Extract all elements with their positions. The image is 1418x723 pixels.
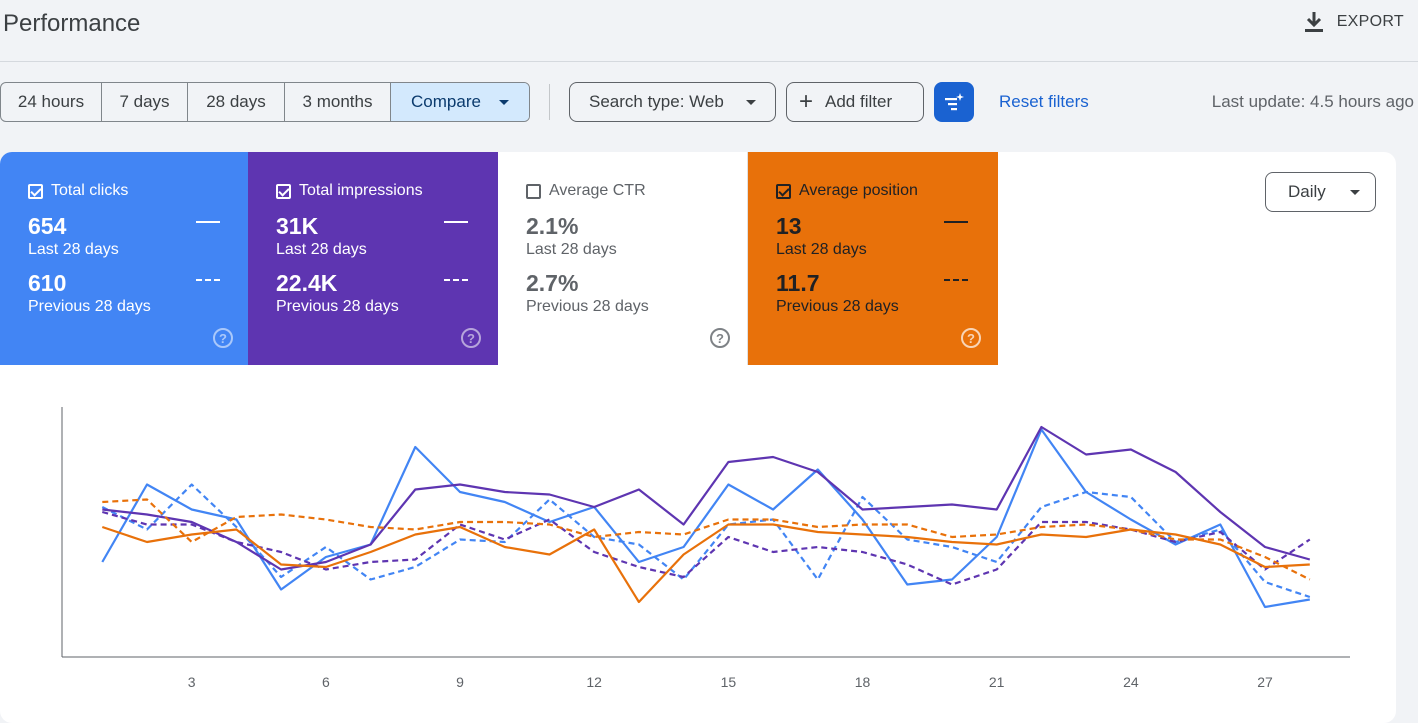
help-icon[interactable]: ? (961, 328, 981, 348)
help-icon[interactable]: ? (461, 328, 481, 348)
dashed-line-legend-icon (444, 279, 468, 281)
metric-current-label: Last 28 days (276, 241, 367, 258)
metric-previous-value: 610 (28, 270, 67, 296)
series-line-position_current (101, 523, 1310, 604)
chevron-down-icon (1349, 189, 1360, 195)
page-title: Performance (3, 10, 141, 37)
performance-line-chart: 3 6 9 12 15 18 21 24 27 (61, 407, 1350, 690)
metric-card-average-position[interactable]: Average position 13 Last 28 days 11.7 Pr… (748, 152, 998, 365)
x-tick-label: 21 (989, 674, 1005, 690)
checkbox-icon[interactable] (28, 183, 43, 199)
plus-icon: + (799, 88, 814, 115)
help-icon[interactable]: ? (710, 328, 730, 348)
compare-button[interactable]: Compare (391, 83, 529, 121)
metric-current-value: 31K (276, 213, 319, 239)
metric-card-total-impressions[interactable]: Total impressions 31K Last 28 days 22.4K… (248, 152, 498, 365)
metric-previous-label: Previous 28 days (526, 298, 649, 315)
x-tick-label: 3 (188, 674, 196, 690)
search-type-dropdown[interactable]: Search type: Web (569, 82, 776, 122)
header-divider (0, 61, 1418, 62)
metric-name: Average position (799, 182, 918, 199)
metric-current-value: 13 (776, 213, 802, 239)
metric-current-label: Last 28 days (28, 241, 119, 258)
metric-previous-value: 11.7 (776, 270, 820, 296)
search-type-label: Search type: Web (589, 92, 724, 111)
x-tick-label: 15 (721, 674, 737, 690)
series-line-clicks_current (101, 428, 1310, 609)
x-tick-label: 24 (1123, 674, 1139, 690)
filter-sparkle-icon (945, 93, 964, 111)
filter-settings-button[interactable] (934, 82, 974, 122)
dashed-line-legend-icon (196, 279, 220, 281)
x-tick-label: 6 (322, 674, 330, 690)
x-tick-label: 27 (1257, 674, 1273, 690)
metric-name: Average CTR (549, 182, 646, 199)
reset-filters-link[interactable]: Reset filters (999, 92, 1089, 111)
export-button[interactable]: EXPORT (1303, 10, 1404, 34)
series-line-impressions_current (102, 425, 1311, 571)
x-tick-label: 12 (586, 674, 602, 690)
metric-current-label: Last 28 days (526, 241, 617, 258)
metric-card-average-ctr[interactable]: Average CTR 2.1% Last 28 days 2.7% Previ… (498, 152, 748, 365)
solid-line-legend-icon (444, 221, 468, 223)
x-tick-label: 9 (456, 674, 464, 690)
add-filter-label: Add filter (825, 92, 893, 111)
range-28-days-button[interactable]: 28 days (188, 83, 285, 121)
metric-name: Total impressions (299, 182, 423, 199)
granularity-label: Daily (1288, 182, 1326, 201)
metric-current-value: 2.1% (526, 213, 579, 239)
solid-line-legend-icon (944, 221, 968, 223)
metric-name: Total clicks (51, 182, 129, 199)
chevron-down-icon (498, 99, 509, 105)
metric-previous-label: Previous 28 days (776, 298, 899, 315)
checkbox-icon[interactable] (276, 183, 291, 199)
toolbar-divider (549, 84, 550, 120)
series-line-position_previous (102, 498, 1311, 581)
metric-current-label: Last 28 days (776, 241, 867, 258)
series-line-clicks_previous (101, 483, 1311, 599)
metric-previous-value: 22.4K (276, 270, 338, 296)
range-24-hours-button[interactable]: 24 hours (1, 83, 102, 121)
add-filter-button[interactable]: + Add filter (786, 82, 924, 122)
metric-previous-label: Previous 28 days (276, 298, 399, 315)
series-line-impressions_previous (102, 510, 1311, 586)
range-7-days-button[interactable]: 7 days (102, 83, 188, 121)
x-tick-label: 18 (855, 674, 871, 690)
checkbox-icon[interactable] (526, 183, 541, 199)
chevron-down-icon (745, 99, 756, 105)
last-update-text: Last update: 4.5 hours ago (1211, 92, 1414, 111)
metric-previous-label: Previous 28 days (28, 298, 151, 315)
help-icon[interactable]: ? (213, 328, 233, 348)
checkbox-icon[interactable] (776, 183, 791, 199)
granularity-dropdown[interactable]: Daily (1265, 172, 1376, 212)
range-3-months-button[interactable]: 3 months (285, 83, 391, 121)
download-icon (1304, 12, 1323, 32)
metric-current-value: 654 (28, 213, 67, 239)
solid-line-legend-icon (196, 221, 220, 223)
metric-card-total-clicks[interactable]: Total clicks 654 Last 28 days 610 Previo… (0, 152, 250, 365)
performance-panel: 3 6 9 12 15 18 21 24 27 Total clicks 654 Last 28… (0, 152, 1396, 723)
compare-label: Compare (411, 92, 481, 111)
export-label: EXPORT (1336, 13, 1404, 30)
date-range-group: 24 hours 7 days 28 days 3 months Compare (0, 82, 530, 122)
metric-previous-value: 2.7% (526, 270, 579, 296)
dashed-line-legend-icon (944, 279, 968, 281)
